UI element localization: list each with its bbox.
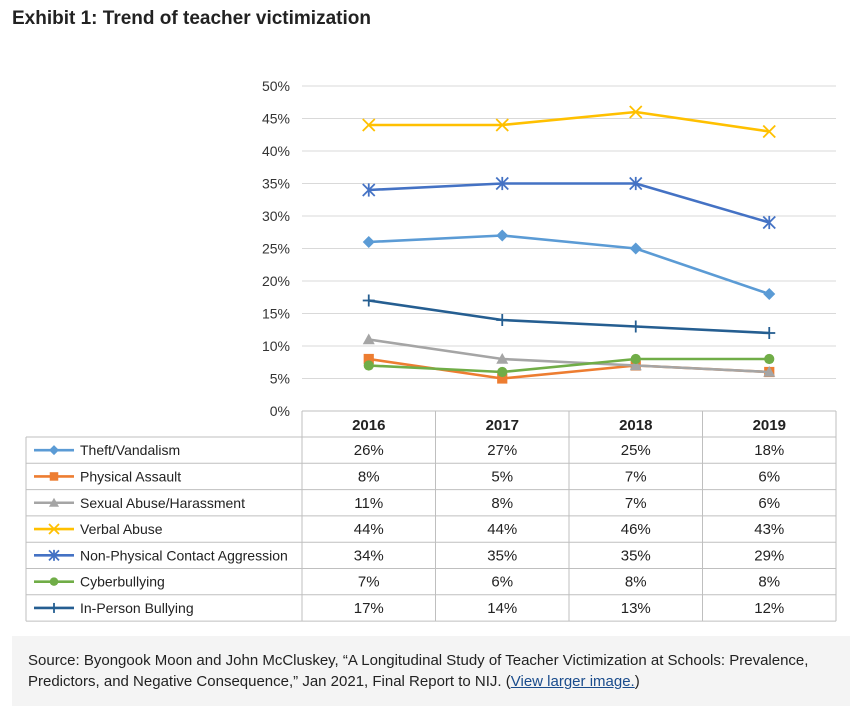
category-label: 2018 <box>619 417 652 434</box>
view-larger-image-link[interactable]: View larger image. <box>511 673 635 690</box>
data-point <box>763 327 775 339</box>
legend-label: Cyberbullying <box>80 574 165 590</box>
data-point <box>364 360 374 370</box>
data-label: 5% <box>491 468 513 485</box>
source-note: Source: Byongook Moon and John McCluskey… <box>12 636 850 706</box>
data-label: 46% <box>621 521 651 538</box>
data-label: 17% <box>354 600 384 617</box>
legend-marker <box>49 603 59 613</box>
y-tick-label: 10% <box>262 338 290 354</box>
y-tick-label: 15% <box>262 306 290 322</box>
data-label: 14% <box>487 600 517 617</box>
data-point <box>763 288 775 300</box>
data-point <box>363 295 375 307</box>
data-label: 8% <box>625 574 647 591</box>
data-label: 6% <box>758 468 780 485</box>
legend-marker <box>50 472 59 481</box>
category-label: 2019 <box>753 417 786 434</box>
series-line <box>369 236 770 295</box>
legend-label: Physical Assault <box>80 468 181 484</box>
data-label: 8% <box>758 574 780 591</box>
series-line <box>369 112 770 132</box>
data-label: 7% <box>358 574 380 591</box>
y-tick-label: 50% <box>262 78 290 94</box>
y-tick-label: 40% <box>262 143 290 159</box>
data-point <box>496 230 508 242</box>
data-label: 8% <box>491 495 513 512</box>
data-label: 35% <box>621 547 651 564</box>
data-label: 12% <box>754 600 784 617</box>
data-label: 43% <box>754 521 784 538</box>
source-close: ) <box>635 673 640 690</box>
source-text: Source: Byongook Moon and John McCluskey… <box>28 652 808 690</box>
data-point <box>497 367 507 377</box>
line-chart: 0% 5% 10% 15% 20% 25% 30% 35% 40% 45% 50% 2016 2017 2… <box>0 0 856 630</box>
y-tick-label: 30% <box>262 208 290 224</box>
data-label: 7% <box>625 495 647 512</box>
data-label: 6% <box>758 495 780 512</box>
y-tick-label: 5% <box>270 371 290 387</box>
y-tick-label: 45% <box>262 111 290 127</box>
data-label: 27% <box>487 442 517 459</box>
y-tick-label: 0% <box>270 403 290 419</box>
legend-marker <box>49 445 59 455</box>
y-tick-label: 35% <box>262 176 290 192</box>
data-label: 29% <box>754 547 784 564</box>
data-point <box>363 236 375 248</box>
data-point <box>630 321 642 333</box>
legend-label: Sexual Abuse/Harassment <box>80 495 245 511</box>
legend-label: Verbal Abuse <box>80 521 163 537</box>
series-line <box>369 301 770 334</box>
data-label: 44% <box>354 521 384 538</box>
data-label: 13% <box>621 600 651 617</box>
legend-label: Non-Physical Contact Aggression <box>80 547 288 563</box>
data-point <box>630 243 642 255</box>
data-label: 6% <box>491 574 513 591</box>
data-point <box>631 354 641 364</box>
data-label: 44% <box>487 521 517 538</box>
category-label: 2016 <box>352 417 385 434</box>
y-tick-label: 20% <box>262 273 290 289</box>
data-label: 11% <box>354 495 383 512</box>
data-label: 35% <box>487 547 517 564</box>
legend-label: Theft/Vandalism <box>80 442 180 458</box>
legend-marker <box>50 577 59 586</box>
series-line <box>369 184 770 223</box>
category-label: 2017 <box>486 417 519 434</box>
data-label: 8% <box>358 468 380 485</box>
data-label: 7% <box>625 468 647 485</box>
data-label: 26% <box>354 442 384 459</box>
legend-label: In-Person Bullying <box>80 600 194 616</box>
data-point <box>764 354 774 364</box>
data-label: 34% <box>354 547 384 564</box>
data-label: 18% <box>754 442 784 459</box>
y-tick-label: 25% <box>262 241 290 257</box>
data-label: 25% <box>621 442 651 459</box>
data-point <box>496 314 508 326</box>
